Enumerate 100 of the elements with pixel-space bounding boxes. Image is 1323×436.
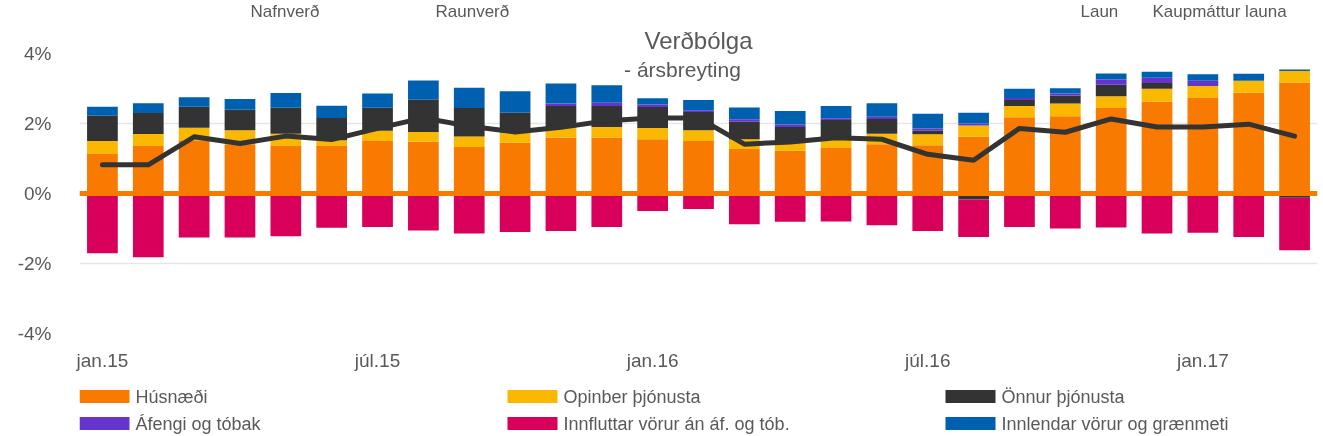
bar [132,113,164,134]
bar [1233,193,1265,237]
bar [1141,82,1173,89]
y-tick-label: 2% [24,113,52,134]
bar [683,100,714,111]
bar [1233,73,1265,81]
bar [591,127,623,138]
y-tick-label: -4% [17,323,52,344]
legend-label: Húsnæði [135,386,208,407]
bar [224,193,256,238]
bar [545,83,577,104]
bar [270,93,302,108]
bar [87,141,118,154]
bar [270,193,302,237]
legend-label: Áfengi og tóbak [135,413,262,434]
bar [224,99,256,110]
bar [866,116,898,119]
bar [499,91,531,113]
bar [1187,74,1219,81]
bar [728,121,760,140]
legend-label: Opinber þjónusta [563,386,702,407]
bar [408,80,439,100]
bar [1049,88,1081,94]
bar [224,109,256,131]
bar [1141,88,1173,102]
text: Kaupmáttur launa [1152,1,1288,21]
x-tick-label: jan.15 [75,349,129,371]
bar [637,128,669,140]
bar [1141,71,1173,78]
bar [499,193,531,232]
bar [958,125,989,137]
bar [1049,103,1081,117]
y-tick-label: -2% [17,253,52,274]
y-tick-label: 0% [24,183,52,204]
bar [958,123,989,126]
bar [132,134,164,146]
bar [1049,193,1081,229]
bar [1004,97,1035,101]
bar [87,106,118,116]
bar [1187,80,1219,87]
bar [178,97,210,107]
bar [132,103,164,113]
bar [453,87,485,109]
chart-title: Verðbólga [644,26,754,54]
x-tick-label: jan.16 [625,349,679,371]
bar [912,193,944,231]
bar [912,113,944,129]
bar [1049,93,1081,96]
bar [728,107,760,120]
bar [1004,193,1035,228]
bar [87,193,118,254]
bar [316,105,348,118]
bar [316,193,348,228]
legend-label: Innlendar vörur og grænmeti [1001,413,1229,434]
bar [545,193,577,231]
bar [1187,86,1219,98]
bar [637,98,669,105]
bar [1004,100,1035,106]
bar [1095,79,1127,85]
text: Raunverð [435,1,510,21]
bar [866,118,898,134]
bar [1141,193,1173,234]
bar [362,93,393,108]
bar [1095,96,1127,109]
bar [866,103,898,117]
bar [683,130,714,141]
bar [728,119,760,122]
bar [591,193,623,228]
bar [591,85,623,103]
y-tick-label: 4% [24,43,52,64]
bar [1095,193,1127,228]
bar [1187,193,1219,233]
legend-label: Önnur þjónusta [1001,386,1126,407]
bar [958,112,989,124]
bar [408,193,439,231]
bar [87,115,118,141]
bar [912,128,944,131]
x-tick-label: jan.17 [1175,349,1229,371]
x-tick-label: júl.15 [353,349,401,371]
bar [1004,88,1035,98]
bar [820,106,852,119]
x-tick-label: júl.16 [904,349,951,371]
bar [499,132,531,143]
bar [453,193,485,234]
bar [178,193,210,238]
bar [1049,95,1081,104]
text: Laun [1080,1,1119,21]
bar [591,102,623,106]
bar [178,106,210,128]
bar [912,134,944,146]
legend-label: Innfluttar vörur án áf. og tób. [563,413,790,434]
text: Nafnverð [250,1,320,21]
bar [362,130,393,141]
chart-subtitle: - ársbreyting [624,57,741,81]
bar [362,193,393,228]
bar [774,110,806,125]
bar [453,136,485,147]
bar [820,193,852,222]
bar [1141,77,1173,83]
bar [408,131,439,142]
